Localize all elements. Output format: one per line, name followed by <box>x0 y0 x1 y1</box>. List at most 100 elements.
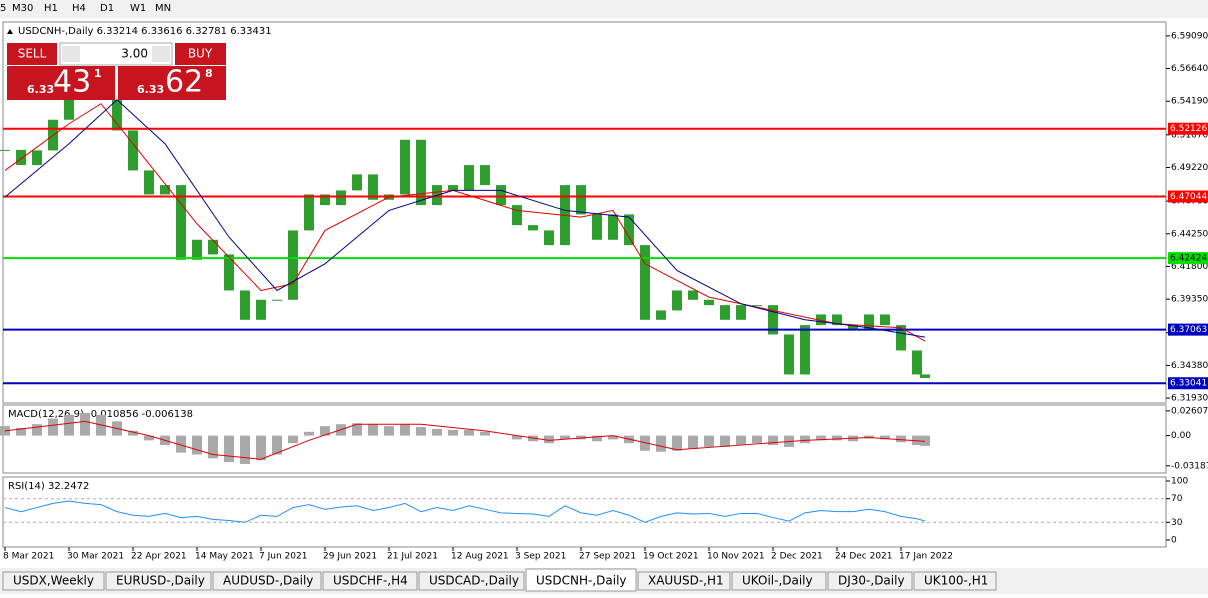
candle <box>352 174 362 191</box>
volume-input[interactable] <box>59 42 173 66</box>
candle <box>704 299 714 306</box>
candle <box>624 214 634 246</box>
tab[interactable] <box>322 571 418 591</box>
candle <box>448 185 458 191</box>
tab[interactable] <box>105 571 212 591</box>
ask-sup: 8 <box>205 67 213 80</box>
tab-label[interactable]: DJ30-,Daily <box>838 574 905 588</box>
tab-label[interactable]: UKOil-,Daily <box>742 574 813 588</box>
candle <box>320 194 330 206</box>
collapse-icon[interactable] <box>7 29 13 34</box>
histogram-bar <box>192 435 202 455</box>
candle <box>0 149 10 151</box>
tab[interactable] <box>913 571 997 591</box>
bid-big: 43 <box>53 65 91 100</box>
tab[interactable] <box>637 571 731 591</box>
timeframe-button[interactable]: H1 <box>44 3 58 14</box>
tab[interactable] <box>827 571 913 591</box>
level-tag <box>1168 190 1208 203</box>
candle <box>368 174 378 200</box>
tab-label[interactable]: USDCAD-,Daily <box>429 574 519 588</box>
tab-label[interactable]: EURUSD-,Daily <box>116 574 205 588</box>
bid-box[interactable] <box>7 66 115 100</box>
candle <box>576 185 586 215</box>
histogram-bar <box>80 412 90 436</box>
histogram-bar <box>288 435 298 444</box>
buy-button[interactable] <box>175 43 226 65</box>
tab[interactable] <box>212 571 322 591</box>
level-label: 6.42424 <box>1170 254 1207 264</box>
timeframe-button[interactable]: 5 <box>0 3 6 14</box>
histogram-bar <box>656 435 666 452</box>
spin-down[interactable] <box>62 46 80 62</box>
spin-up[interactable] <box>152 46 170 62</box>
candle <box>480 165 490 186</box>
x-tick-label: 10 Nov 2021 <box>707 552 765 562</box>
chart-layer: USDCNH-,Daily 6.33214 6.33616 6.32781 6.… <box>0 26 1208 562</box>
y-tick-label: 6.39350 <box>1171 295 1208 305</box>
y-tick-label: 30 <box>1171 518 1183 528</box>
tab[interactable] <box>2 571 105 591</box>
y-tick-label: 6.34380 <box>1171 361 1208 371</box>
timeframe-button[interactable]: H4 <box>72 3 86 14</box>
x-tick-label: 8 Mar 2021 <box>3 552 54 562</box>
tab-label[interactable]: USDX,Weekly <box>13 574 94 588</box>
tab-label[interactable]: AUDUSD-,Daily <box>223 574 313 588</box>
timeframe-button[interactable]: M30 <box>12 3 33 14</box>
candle <box>768 305 778 335</box>
tab[interactable] <box>525 568 637 592</box>
candle <box>528 225 538 231</box>
candle <box>496 185 506 206</box>
histogram-bar <box>560 435 570 440</box>
candle <box>176 185 186 260</box>
bid-prefix: 6.33 <box>27 83 54 96</box>
y-tick-label: 0 <box>1171 535 1177 545</box>
y-tick-label: 0.00 <box>1171 431 1191 441</box>
histogram-bar <box>32 424 42 436</box>
ask-big: 62 <box>165 65 203 100</box>
histogram-bar <box>672 435 682 451</box>
candle <box>920 374 930 379</box>
histogram-bar <box>832 435 842 441</box>
macd-panel <box>2 404 1167 474</box>
histogram-bar <box>320 426 330 436</box>
timeframe-button[interactable]: MN <box>155 3 171 14</box>
y-tick-label: 100 <box>1171 477 1188 487</box>
candle <box>192 239 202 260</box>
y-tick-label: 6.31930 <box>1171 394 1208 404</box>
candle <box>864 314 874 331</box>
candle <box>896 325 906 351</box>
histogram-bar <box>768 435 778 446</box>
tab[interactable] <box>731 571 827 591</box>
candle <box>832 314 842 326</box>
level-label: 6.37063 <box>1170 325 1207 335</box>
histogram-bar <box>352 423 362 436</box>
tab-label[interactable]: USDCHF-,H4 <box>333 574 408 588</box>
tab-label[interactable]: USDCNH-,Daily <box>536 574 627 588</box>
histogram-bar <box>48 418 58 436</box>
timeframe-button[interactable]: W1 <box>130 3 146 14</box>
candle <box>800 325 810 375</box>
y-tick-label: 6.41800 <box>1171 262 1208 272</box>
y-tick-label: 6.49220 <box>1171 163 1208 173</box>
sell-label: SELL <box>18 47 47 61</box>
tab-label[interactable]: XAUUSD-,H1 <box>648 574 724 588</box>
histogram-bar <box>592 435 602 442</box>
candle <box>736 305 746 320</box>
tab[interactable] <box>418 571 525 591</box>
tab-label[interactable]: UK100-,H1 <box>924 574 988 588</box>
candle <box>288 230 298 300</box>
candle <box>880 314 890 326</box>
level-tag <box>1168 252 1208 265</box>
histogram-bar <box>512 435 522 440</box>
ask-box[interactable] <box>118 66 226 100</box>
candle <box>512 205 522 226</box>
main-panel <box>2 21 1167 404</box>
timeframe-button[interactable]: D1 <box>100 3 114 14</box>
candle <box>592 214 602 240</box>
candle <box>672 290 682 311</box>
sell-button[interactable] <box>7 43 57 65</box>
candle <box>240 290 250 320</box>
indicator-line <box>4 420 926 460</box>
candle <box>256 299 266 320</box>
